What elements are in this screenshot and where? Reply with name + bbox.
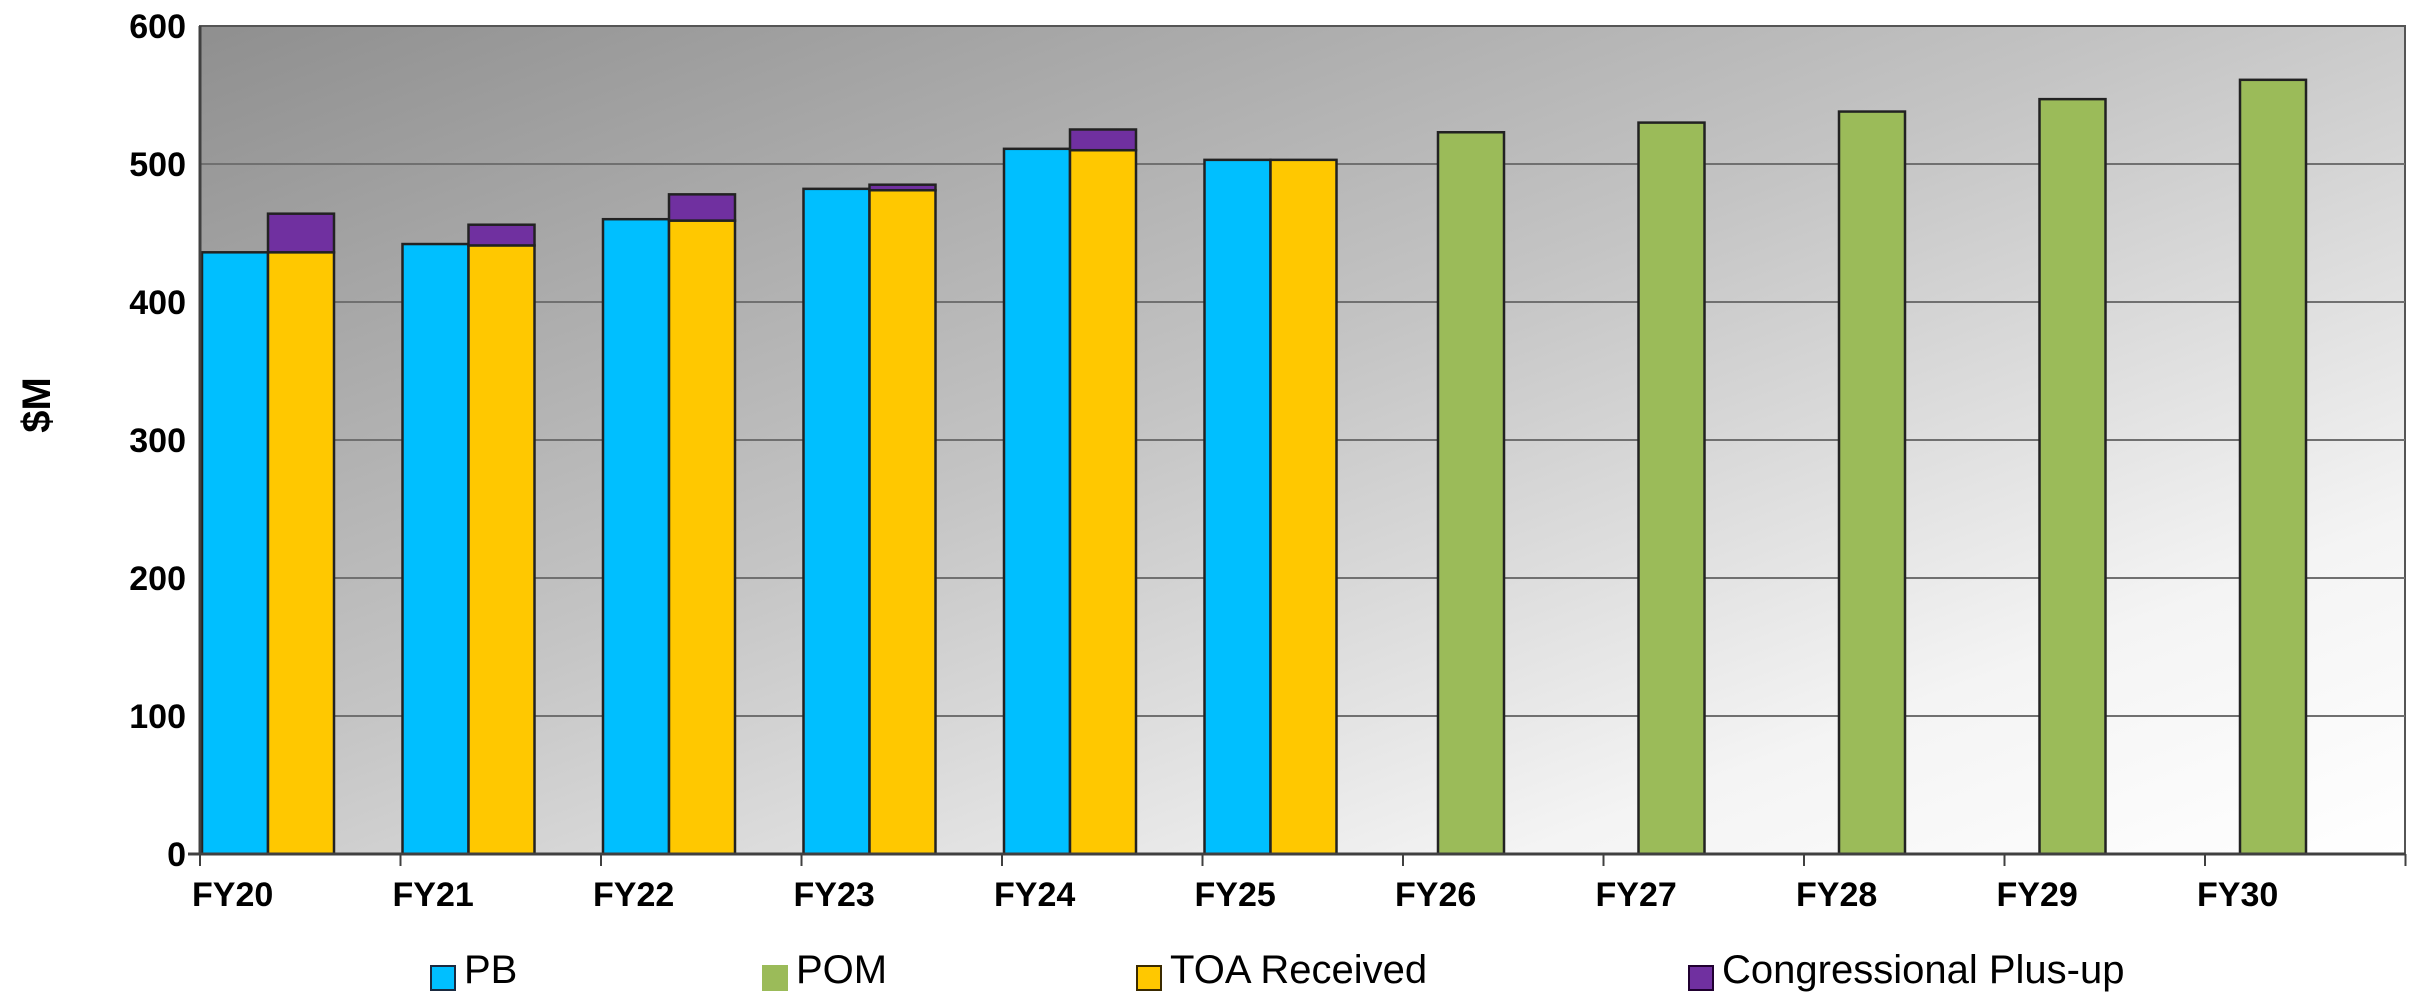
bar-plus-up-FY20 xyxy=(268,214,334,253)
pb-swatch xyxy=(430,965,456,991)
legend-item-pb: PB xyxy=(430,948,517,993)
pom-swatch xyxy=(762,965,788,991)
bar-toa-FY21 xyxy=(469,245,535,854)
plus-up-swatch xyxy=(1688,965,1714,991)
bar-toa-FY23 xyxy=(870,190,936,854)
y-tick-label: 0 xyxy=(167,836,186,874)
y-tick-label: 400 xyxy=(129,284,186,322)
bar-pb-FY23 xyxy=(804,189,870,854)
bar-toa-FY22 xyxy=(669,221,735,854)
x-tick-label: FY27 xyxy=(1596,876,1677,914)
y-tick-label: 100 xyxy=(129,698,186,736)
y-tick-labels: 0 100 200 300 400 500 600 xyxy=(129,8,186,874)
bar-toa-FY24 xyxy=(1070,150,1136,854)
bar-plus-up-FY24 xyxy=(1070,130,1136,151)
y-tick-label: 300 xyxy=(129,422,186,460)
bar-pb-FY24 xyxy=(1004,149,1070,854)
bar-pom-FY29 xyxy=(2040,99,2106,854)
legend: PB POM TOA Received Congressional Plus-u… xyxy=(0,940,2417,1000)
toa-swatch xyxy=(1136,965,1162,991)
x-tick-label: FY30 xyxy=(2197,876,2278,914)
bar-pb-FY20 xyxy=(202,252,268,854)
bar-pom-FY28 xyxy=(1839,112,1905,854)
bar-plus-up-FY22 xyxy=(669,194,735,220)
bar-pom-FY30 xyxy=(2240,80,2306,854)
x-tick-label: FY25 xyxy=(1195,876,1276,914)
y-axis-label: $M xyxy=(15,377,59,433)
y-tick-label: 500 xyxy=(129,146,186,184)
bar-pb-FY21 xyxy=(403,244,469,854)
y-tick-label: 600 xyxy=(129,8,186,46)
legend-label: TOA Received xyxy=(1170,948,1427,993)
legend-label: POM xyxy=(796,948,887,993)
bar-plus-up-FY23 xyxy=(870,185,936,191)
bar-pb-FY22 xyxy=(603,219,669,854)
legend-label: PB xyxy=(464,948,517,993)
x-tick-label: FY29 xyxy=(1997,876,2078,914)
bar-toa-FY25 xyxy=(1271,160,1337,854)
x-tick-labels: FY20 FY21 FY22 FY23 FY24 FY25 FY26 FY27 FY28 FY29… xyxy=(192,876,2278,914)
x-tick-label: FY20 xyxy=(192,876,273,914)
x-tick-label: FY21 xyxy=(393,876,474,914)
legend-item-pom: POM xyxy=(762,948,887,993)
legend-item-plus-up: Congressional Plus-up xyxy=(1688,948,2124,993)
bar-plus-up-FY21 xyxy=(469,225,535,246)
chart: 0 100 200 300 400 500 600 FY20 FY21 FY22 FY23 FY24… xyxy=(0,0,2417,940)
x-tick-label: FY28 xyxy=(1796,876,1877,914)
bar-pom-FY26 xyxy=(1438,132,1504,854)
x-tick-label: FY24 xyxy=(994,876,1075,914)
bar-toa-FY20 xyxy=(268,252,334,854)
x-tick-label: FY22 xyxy=(593,876,674,914)
y-tick-label: 200 xyxy=(129,560,186,598)
bar-pb-FY25 xyxy=(1205,160,1271,854)
bar-pom-FY27 xyxy=(1639,123,1705,854)
legend-item-toa: TOA Received xyxy=(1136,948,1427,993)
x-tick-label: FY23 xyxy=(794,876,875,914)
x-tick-label: FY26 xyxy=(1395,876,1476,914)
legend-label: Congressional Plus-up xyxy=(1722,948,2124,993)
